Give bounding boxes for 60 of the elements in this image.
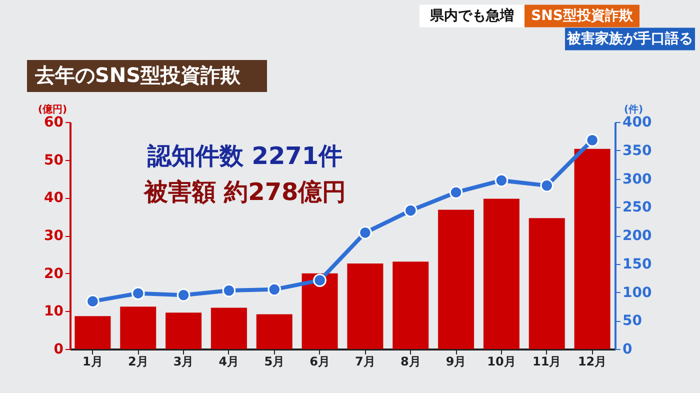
bar: [574, 148, 610, 349]
bar: [256, 314, 292, 349]
x-tick-label: 8月: [400, 354, 421, 368]
bar: [302, 273, 338, 349]
bar: [210, 308, 247, 349]
x-tick-label: 1月: [82, 354, 103, 368]
y2-axis-title: (件): [624, 104, 644, 116]
y2-tick-label: 50: [622, 313, 642, 330]
y-tick-label: 20: [44, 266, 64, 282]
bar: [392, 262, 429, 349]
y2-tick-label: 200: [622, 228, 652, 244]
x-tick-label: 3月: [173, 354, 194, 368]
point: [313, 274, 326, 287]
text: SNS型投資詐欺: [531, 7, 634, 24]
x-tick-label: 12月: [578, 354, 607, 368]
point: [494, 174, 508, 188]
point: [86, 294, 100, 308]
bar: [166, 312, 202, 349]
point: [540, 178, 554, 192]
x-tick-label: 4月: [218, 354, 240, 368]
y-axis-title: (億円): [38, 104, 68, 116]
y-tick-label: 60: [44, 114, 64, 130]
y2-tick-label: 100: [622, 284, 652, 301]
y-tick-label: 10: [44, 304, 64, 320]
x-tick-label: 2月: [128, 354, 148, 368]
y2-tick-label: 250: [622, 200, 652, 216]
y2-tick-label: 350: [622, 142, 652, 159]
point: [404, 204, 418, 218]
point: [131, 286, 145, 300]
y2-tick-label: 300: [622, 171, 652, 188]
y2-tick-label: 400: [622, 114, 652, 130]
y-tick-label: 40: [44, 190, 64, 206]
chart-title: 去年のSNS型投資詐欺: [34, 63, 242, 87]
y-tick-label: 50: [44, 152, 64, 168]
point: [176, 288, 190, 302]
y-tick-label: 0: [54, 342, 64, 358]
x-tick-label: 7月: [355, 354, 376, 368]
point: [268, 282, 282, 296]
x-tick-label: 9月: [446, 354, 466, 368]
y2-tick-label: 0: [622, 342, 632, 358]
text: 被害家族が手口語る: [566, 30, 693, 47]
text: 県内でも急増: [429, 7, 514, 24]
bar: [528, 218, 565, 349]
point: [449, 186, 463, 200]
annotation: 認知件数 2271件: [146, 142, 343, 170]
bar: [74, 316, 111, 349]
point: [586, 134, 599, 147]
bar: [120, 306, 156, 349]
point: [358, 226, 372, 240]
point: [222, 284, 236, 298]
bar: [438, 210, 474, 349]
y-tick-label: 30: [44, 228, 64, 244]
bar: [483, 198, 520, 349]
x-tick-label: 6月: [310, 354, 330, 368]
x-tick-label: 5月: [264, 354, 285, 368]
x-tick-label: 11月: [532, 354, 562, 368]
bar: [347, 263, 384, 349]
annotation: 被害額 約278億円: [142, 178, 346, 206]
y2-tick-label: 150: [622, 256, 652, 272]
x-tick-label: 10月: [487, 354, 516, 368]
